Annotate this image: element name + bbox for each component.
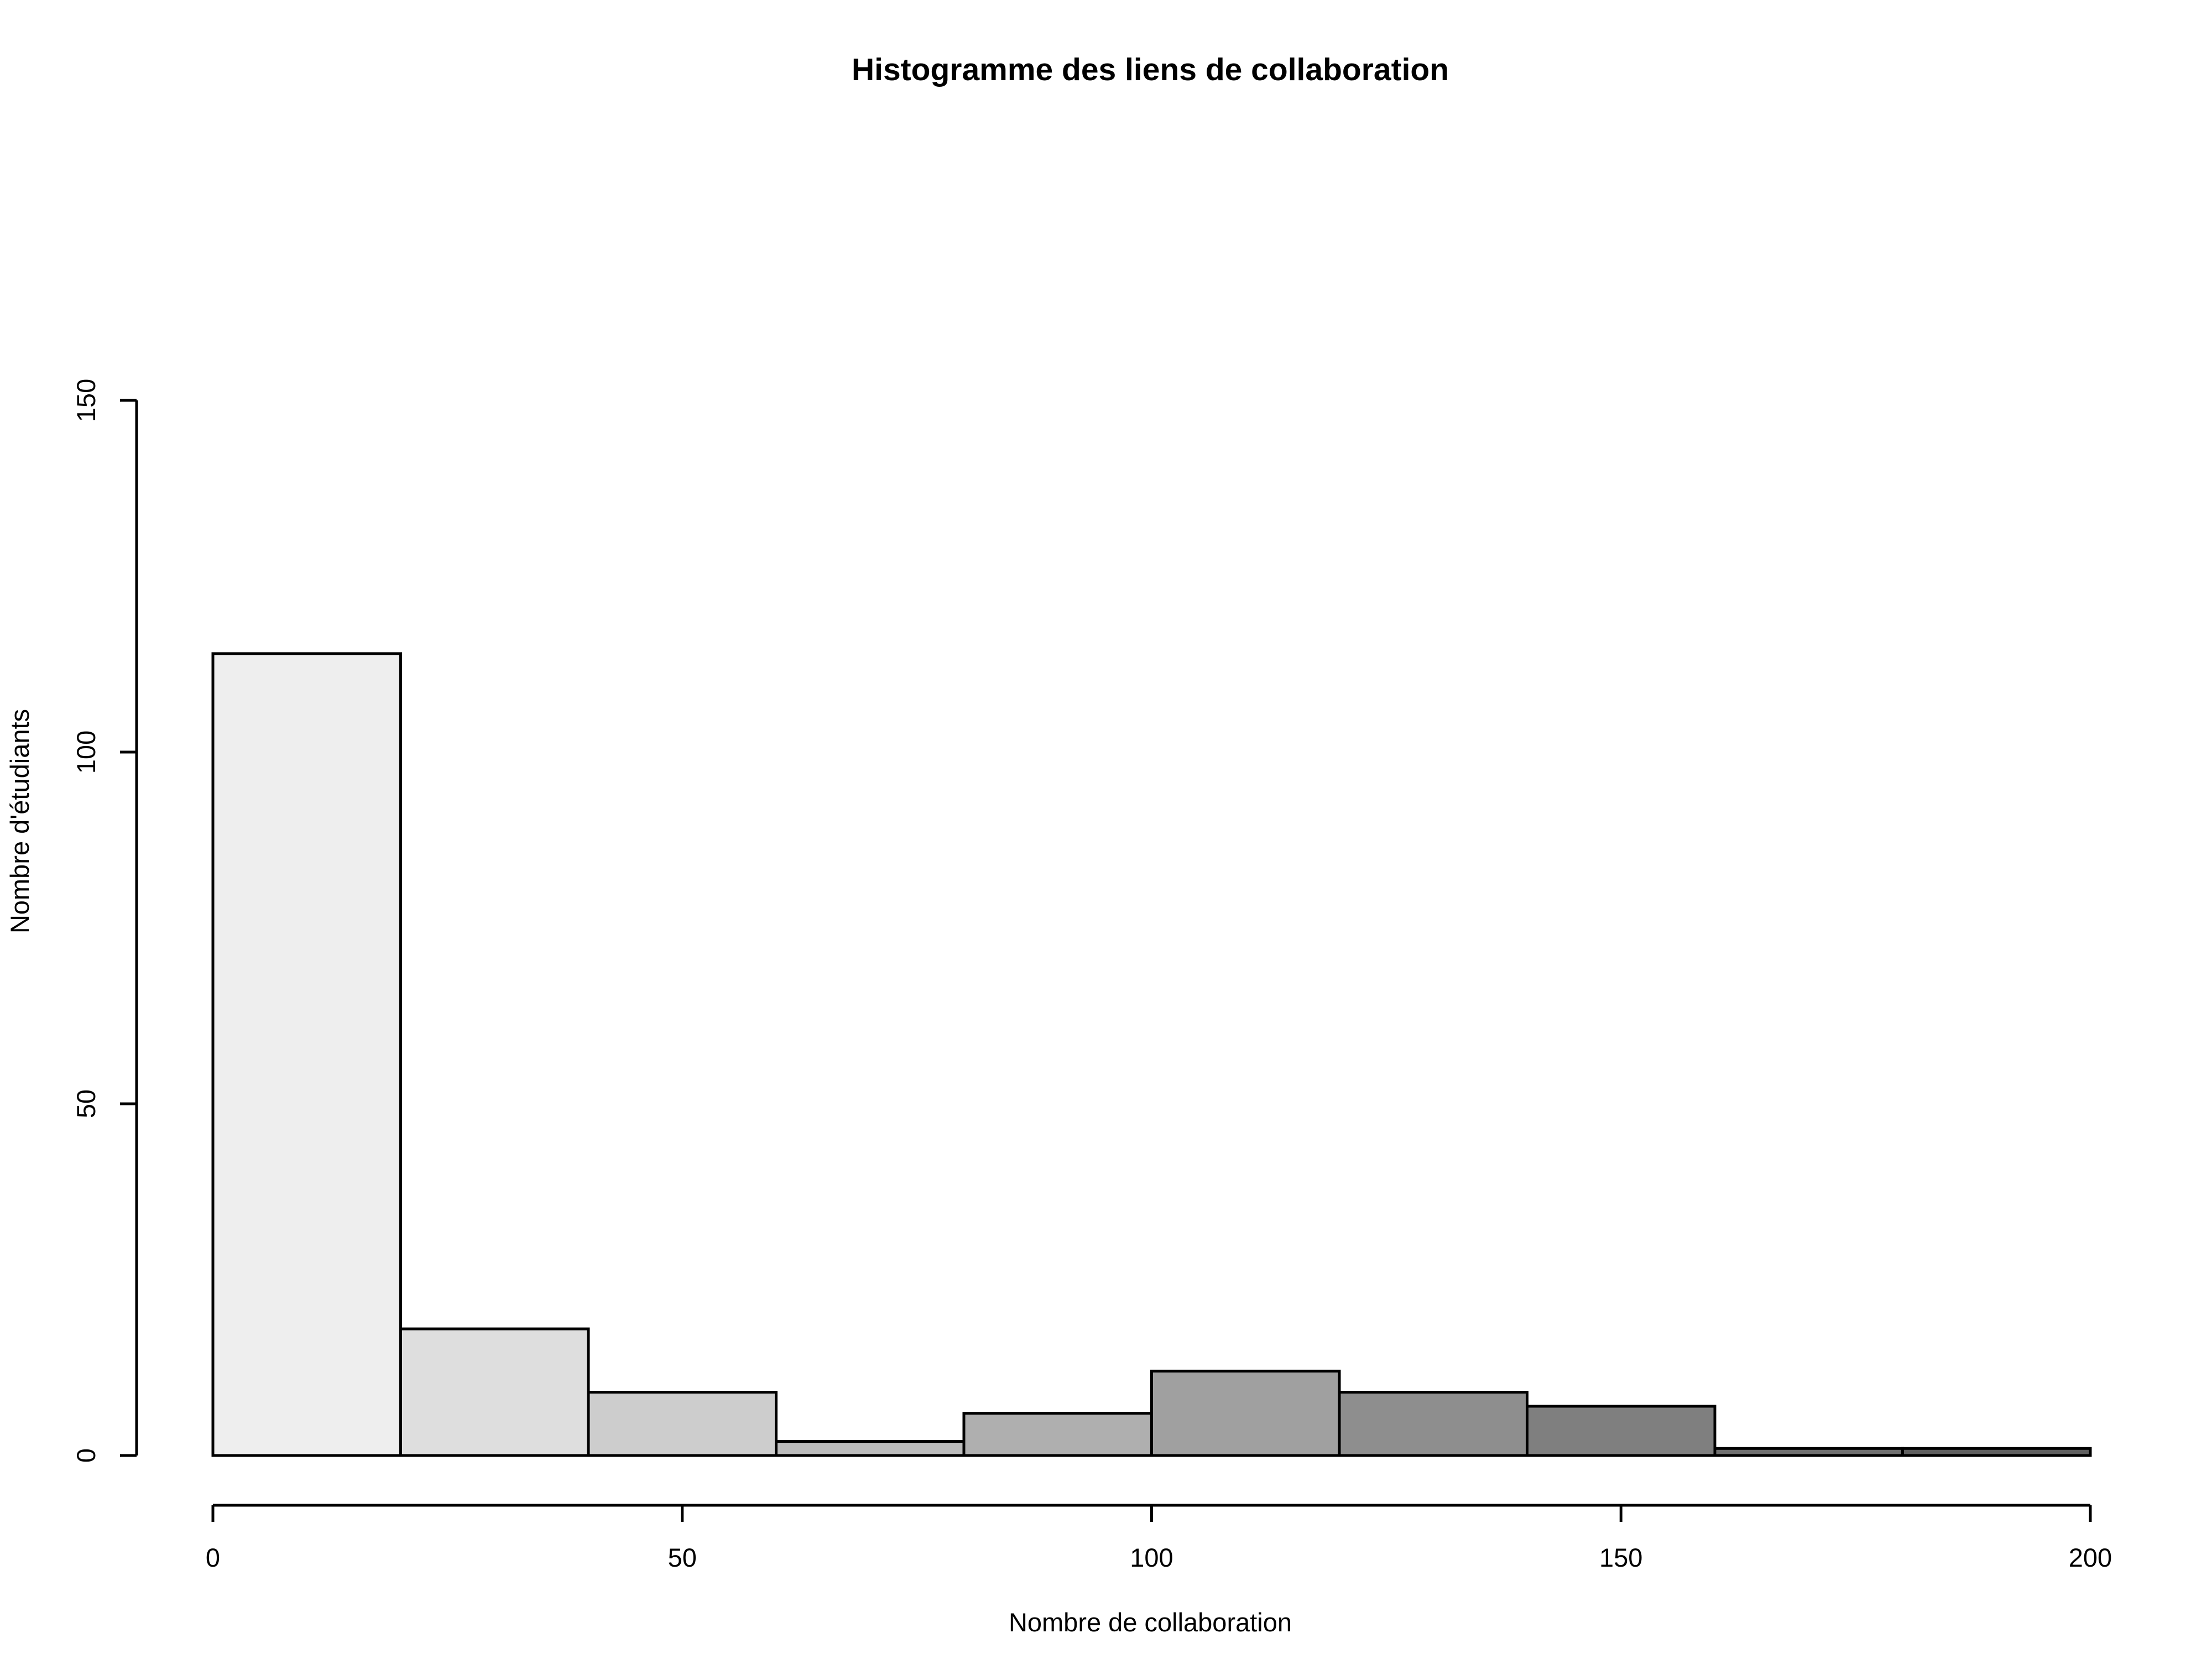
x-axis-label: Nombre de collaboration (1009, 1608, 1292, 1637)
histogram-bar-2 (587, 1391, 778, 1457)
y-tick-label-1: 50 (71, 1089, 101, 1118)
histogram-bar-9 (1901, 1447, 2092, 1457)
y-axis-label: Nombre d'étudiants (5, 709, 34, 933)
x-tick-label-4: 200 (2069, 1543, 2112, 1572)
x-tick-label-3: 150 (1599, 1543, 1642, 1572)
bars-group (211, 652, 2092, 1457)
histogram-bar-0 (211, 652, 402, 1457)
x-axis: 0 50 100 150 200 (206, 1504, 2112, 1572)
histogram-bar-4 (962, 1412, 1153, 1457)
histogram-bar-7 (1526, 1405, 1717, 1457)
x-tick-label-1: 50 (668, 1543, 697, 1572)
x-tick-label-2: 100 (1130, 1543, 1173, 1572)
x-tick-label-0: 0 (206, 1543, 220, 1572)
histogram-bar-5 (1150, 1369, 1341, 1457)
y-axis: 0 50 100 150 (71, 379, 138, 1463)
y-tick-label-0: 0 (71, 1448, 101, 1463)
histogram-bar-8 (1713, 1447, 1904, 1457)
chart-title: Histogramme des liens de collaboration (852, 52, 1449, 87)
y-tick-label-2: 100 (71, 731, 101, 774)
histogram-bar-6 (1338, 1391, 1528, 1457)
histogram-bar-3 (775, 1440, 966, 1457)
y-tick-label-3: 150 (71, 379, 101, 422)
histogram-bar-1 (399, 1327, 590, 1457)
